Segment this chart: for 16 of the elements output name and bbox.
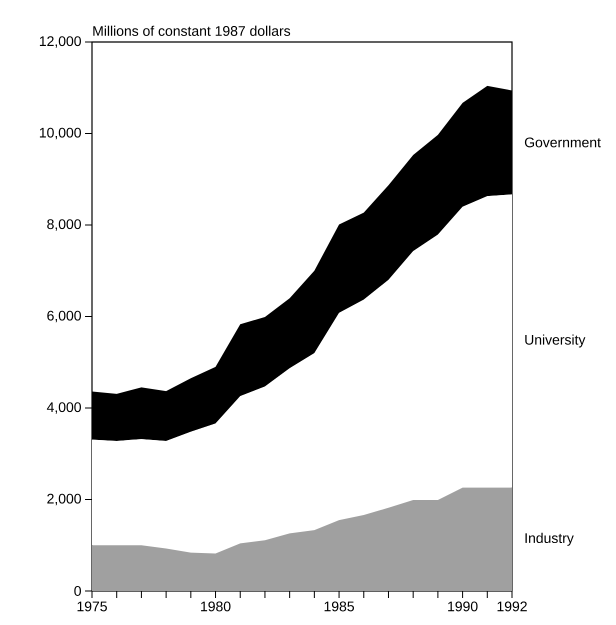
x-tick-label: 1985 xyxy=(324,601,354,612)
x-tick-label: 1992 xyxy=(498,601,527,612)
y-axis-title: Millions of constant 1987 dollars xyxy=(93,26,290,36)
y-tick-label: 2,000 xyxy=(47,494,81,506)
x-tick-label: 1980 xyxy=(201,601,230,612)
y-tick-label: 0 xyxy=(74,586,81,596)
series-label: Government xyxy=(524,137,601,148)
y-tick-label: 4,000 xyxy=(46,402,81,414)
y-tick-label: 6,000 xyxy=(47,310,81,322)
x-tick-label: 1990 xyxy=(448,601,478,612)
series-label: Industry xyxy=(525,532,574,546)
series-label: University xyxy=(525,334,586,348)
y-tick-label: 10,000 xyxy=(40,128,81,140)
x-tick-label: 1975 xyxy=(78,601,107,612)
y-tick-label: 8,000 xyxy=(47,219,81,231)
y-tick-label: 12,000 xyxy=(40,36,81,48)
